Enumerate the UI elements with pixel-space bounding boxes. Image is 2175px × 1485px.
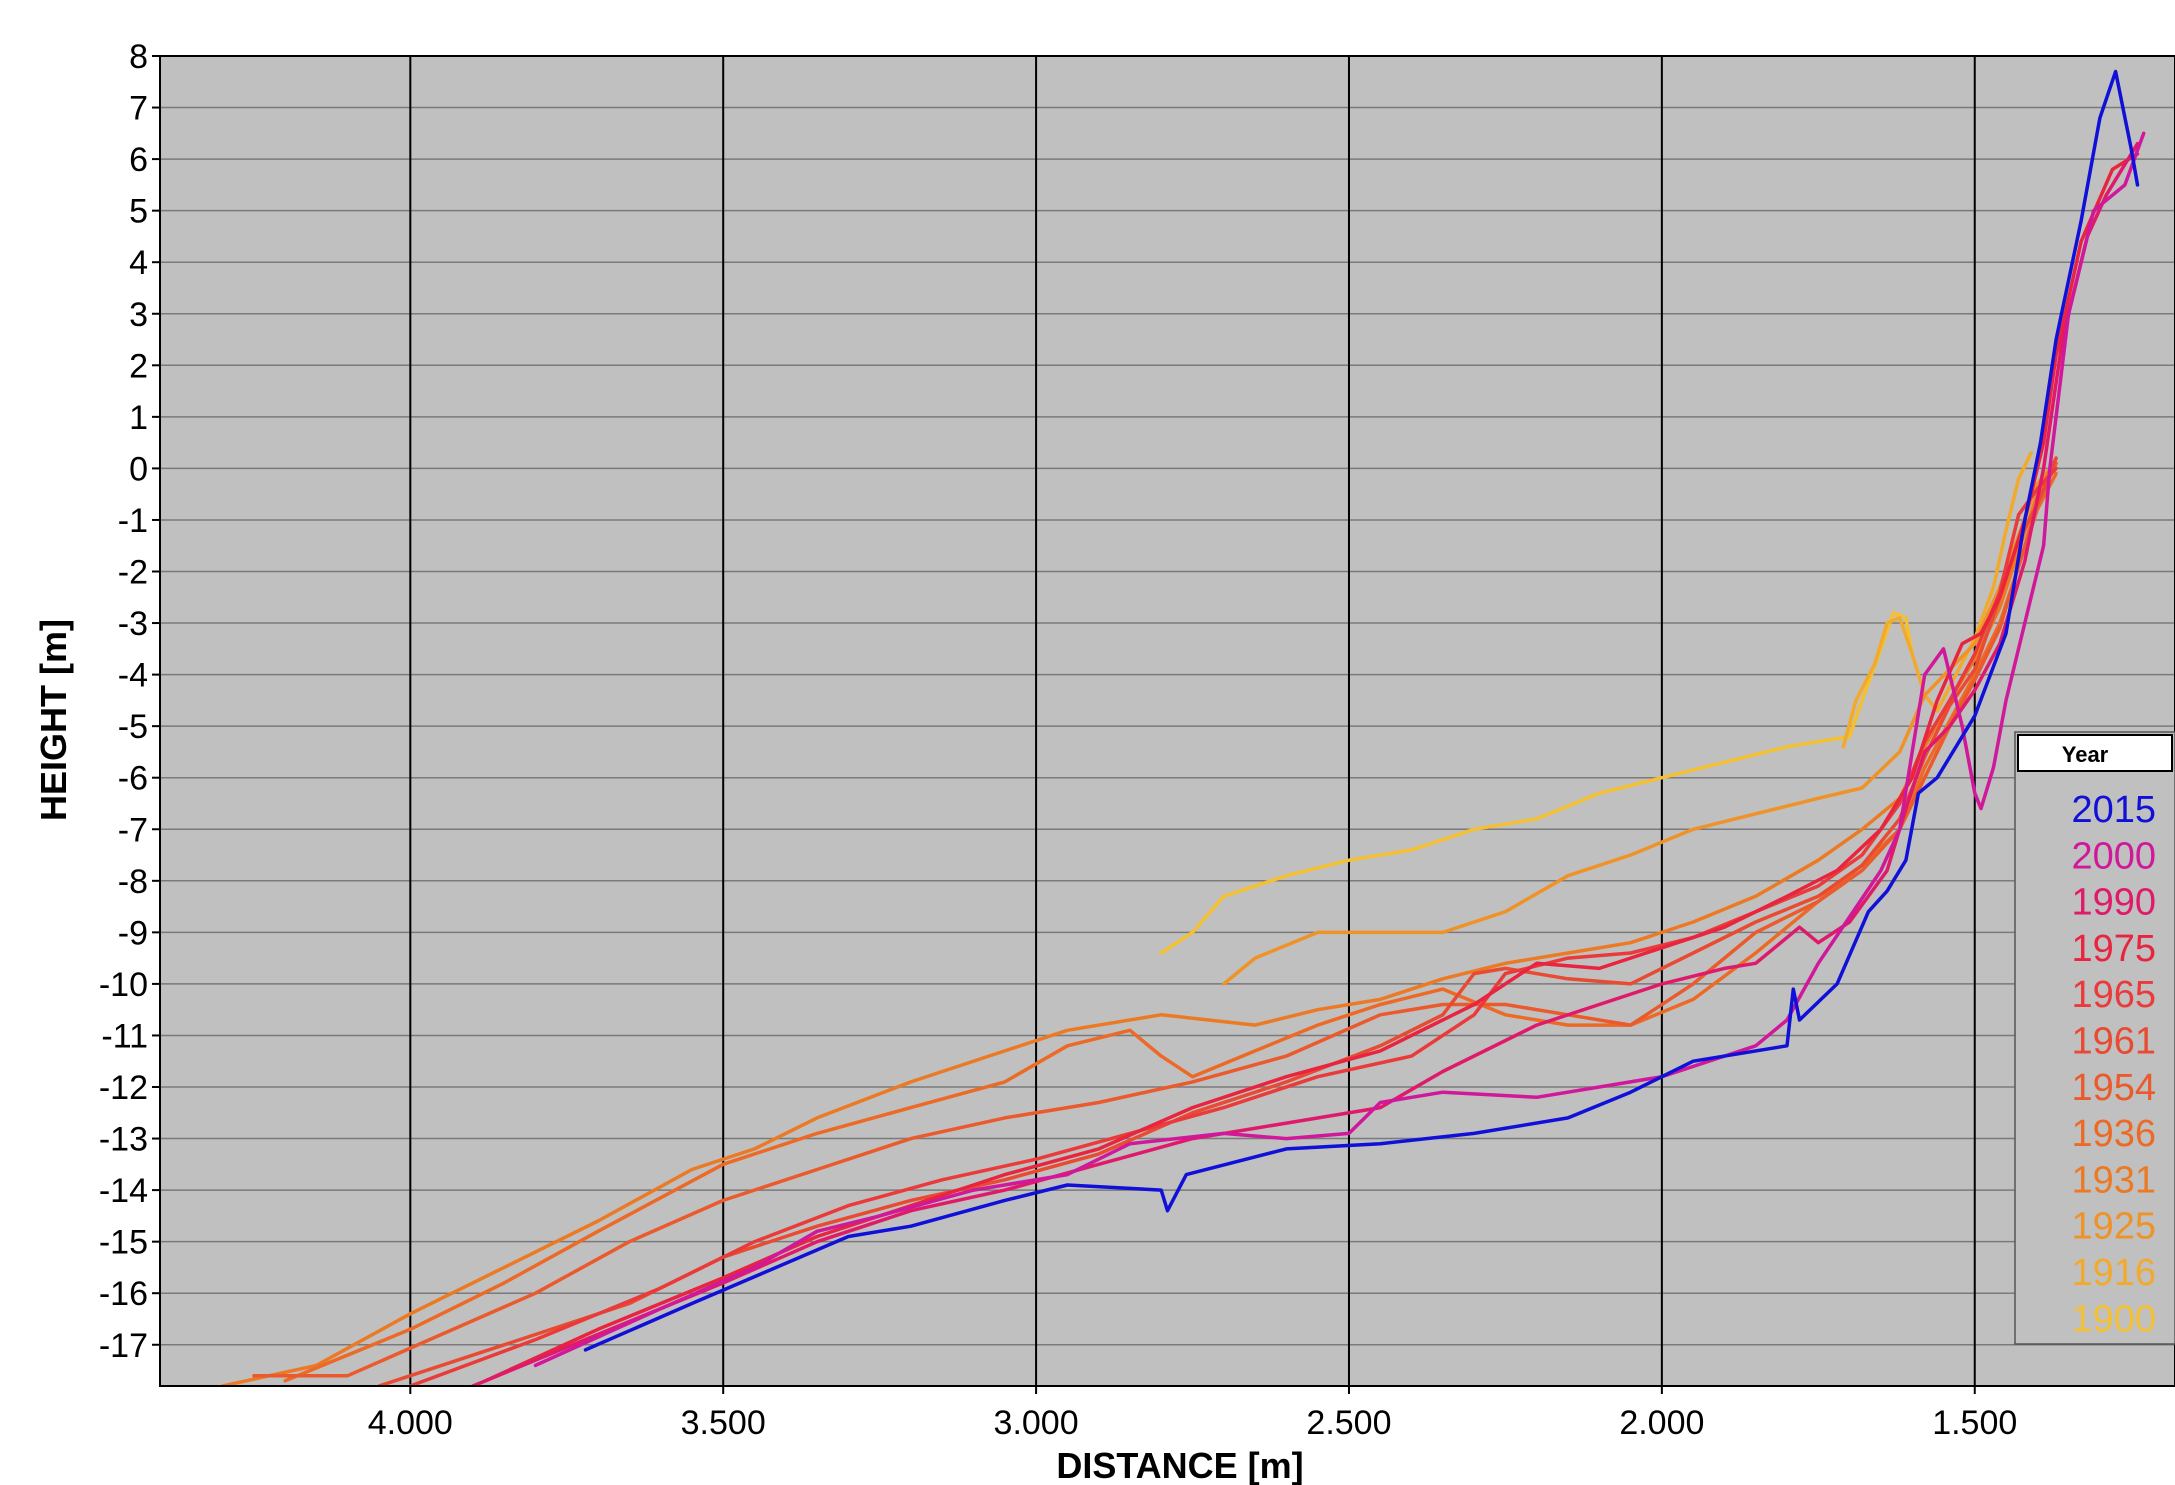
- legend-title: Year: [2062, 742, 2109, 767]
- series-line-1925: [1222, 466, 2052, 986]
- x-tick-label: 2.000: [1619, 1404, 1704, 1442]
- y-axis-ticks: 8 7 6 5 4 3 2 1 0 -1 -2 -3 -4 -5 -6 -7 -8 -9 -10 -11 -12 -13 -…: [99, 38, 160, 1365]
- y-tick-label: 1: [129, 399, 148, 437]
- y-tick-label: -4: [118, 657, 148, 695]
- y-tick-label: 3: [129, 296, 148, 334]
- y-tick-label: -13: [99, 1121, 148, 1159]
- y-tick-label: 8: [129, 38, 148, 76]
- y-tick-label: -14: [99, 1172, 148, 1210]
- plot-frame: [159, 55, 2175, 1387]
- legend-entry-1965: 1965: [2071, 974, 2156, 1016]
- series-line-1961: [377, 456, 2058, 1386]
- y-tick-label: 7: [129, 90, 148, 128]
- y-tick-label: 6: [129, 141, 148, 179]
- plot-background: [160, 56, 2175, 1386]
- legend-entry-1990: 1990: [2071, 882, 2156, 924]
- y-tick-label: -7: [118, 811, 148, 849]
- legend-entry-1925: 1925: [2071, 1206, 2156, 1248]
- legend-entry-1936: 1936: [2071, 1113, 2156, 1155]
- legend-title-box: [2017, 734, 2173, 772]
- y-tick-label: -2: [118, 554, 148, 592]
- y-tick-label: 4: [129, 244, 148, 282]
- x-axis-title: DISTANCE [m]: [1056, 1445, 1303, 1485]
- y-tick-label: -9: [118, 914, 148, 952]
- y-tick-label: -11: [101, 1017, 148, 1055]
- series-line-1900: [1159, 610, 1914, 955]
- y-tick-label: -5: [118, 708, 148, 746]
- y-tick-label: -12: [99, 1069, 148, 1107]
- x-tick-label: 4.000: [368, 1404, 453, 1442]
- legend-entry-2015: 2015: [2071, 789, 2156, 831]
- legend-entry-1975: 1975: [2071, 928, 2156, 970]
- legend-entry-1961: 1961: [2071, 1021, 2156, 1063]
- y-tick-label: -6: [118, 760, 148, 798]
- x-tick-label: 2.500: [1306, 1404, 1391, 1442]
- x-axis-ticks: 4.000 3.500 3.000 2.500 2.000 1.500: [368, 1386, 2017, 1442]
- x-tick-label: 1.500: [1932, 1404, 2017, 1442]
- y-tick-label: -16: [99, 1275, 148, 1313]
- legend-entry-1900: 1900: [2071, 1298, 2156, 1340]
- y-tick-label: -17: [99, 1327, 148, 1365]
- series-line-2000: [533, 131, 2146, 1368]
- y-tick-label: -3: [118, 605, 148, 643]
- x-tick-label: 3.500: [681, 1404, 766, 1442]
- series-line-2015: [583, 69, 2140, 1352]
- y-tick-label: -1: [118, 502, 148, 540]
- series-line-1916: [1841, 451, 2033, 749]
- y-tick-label: 0: [129, 450, 148, 488]
- series-line-1936: [283, 471, 2058, 1383]
- legend-entry-1931: 1931: [2071, 1159, 2156, 1201]
- series-lines: [220, 69, 2146, 1386]
- y-tick-label: -10: [99, 966, 148, 1004]
- y-axis-title: HEIGHT [m]: [33, 619, 74, 821]
- y-tick-label: 5: [129, 193, 148, 231]
- legend-entry-1916: 1916: [2071, 1252, 2156, 1294]
- y-tick-label: 2: [129, 347, 148, 385]
- y-tick-label: -15: [99, 1224, 148, 1262]
- y-tick-label: -8: [118, 863, 148, 901]
- legend-entry-1954: 1954: [2071, 1067, 2156, 1109]
- legend-entry-2000: 2000: [2071, 835, 2156, 877]
- x-tick-label: 3.000: [994, 1404, 1079, 1442]
- series-line-1990: [471, 141, 2140, 1386]
- legend-box: [2014, 731, 2175, 1345]
- series-line-1965: [408, 466, 2058, 1386]
